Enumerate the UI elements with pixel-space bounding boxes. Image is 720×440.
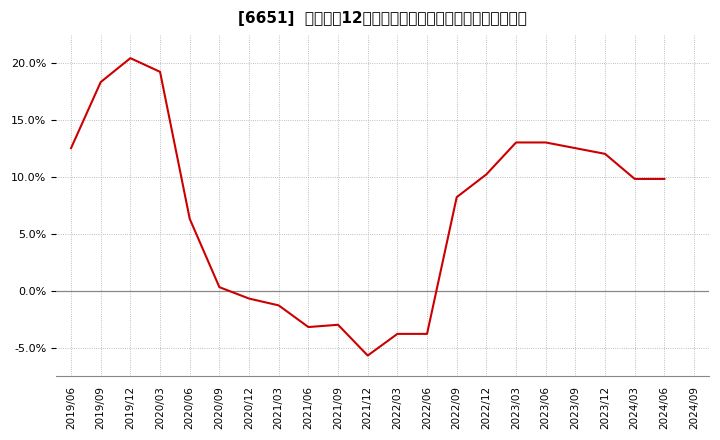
Title: [6651]  売上高の12か月移動合計の対前年同期増減率の推移: [6651] 売上高の12か月移動合計の対前年同期増減率の推移: [238, 11, 527, 26]
